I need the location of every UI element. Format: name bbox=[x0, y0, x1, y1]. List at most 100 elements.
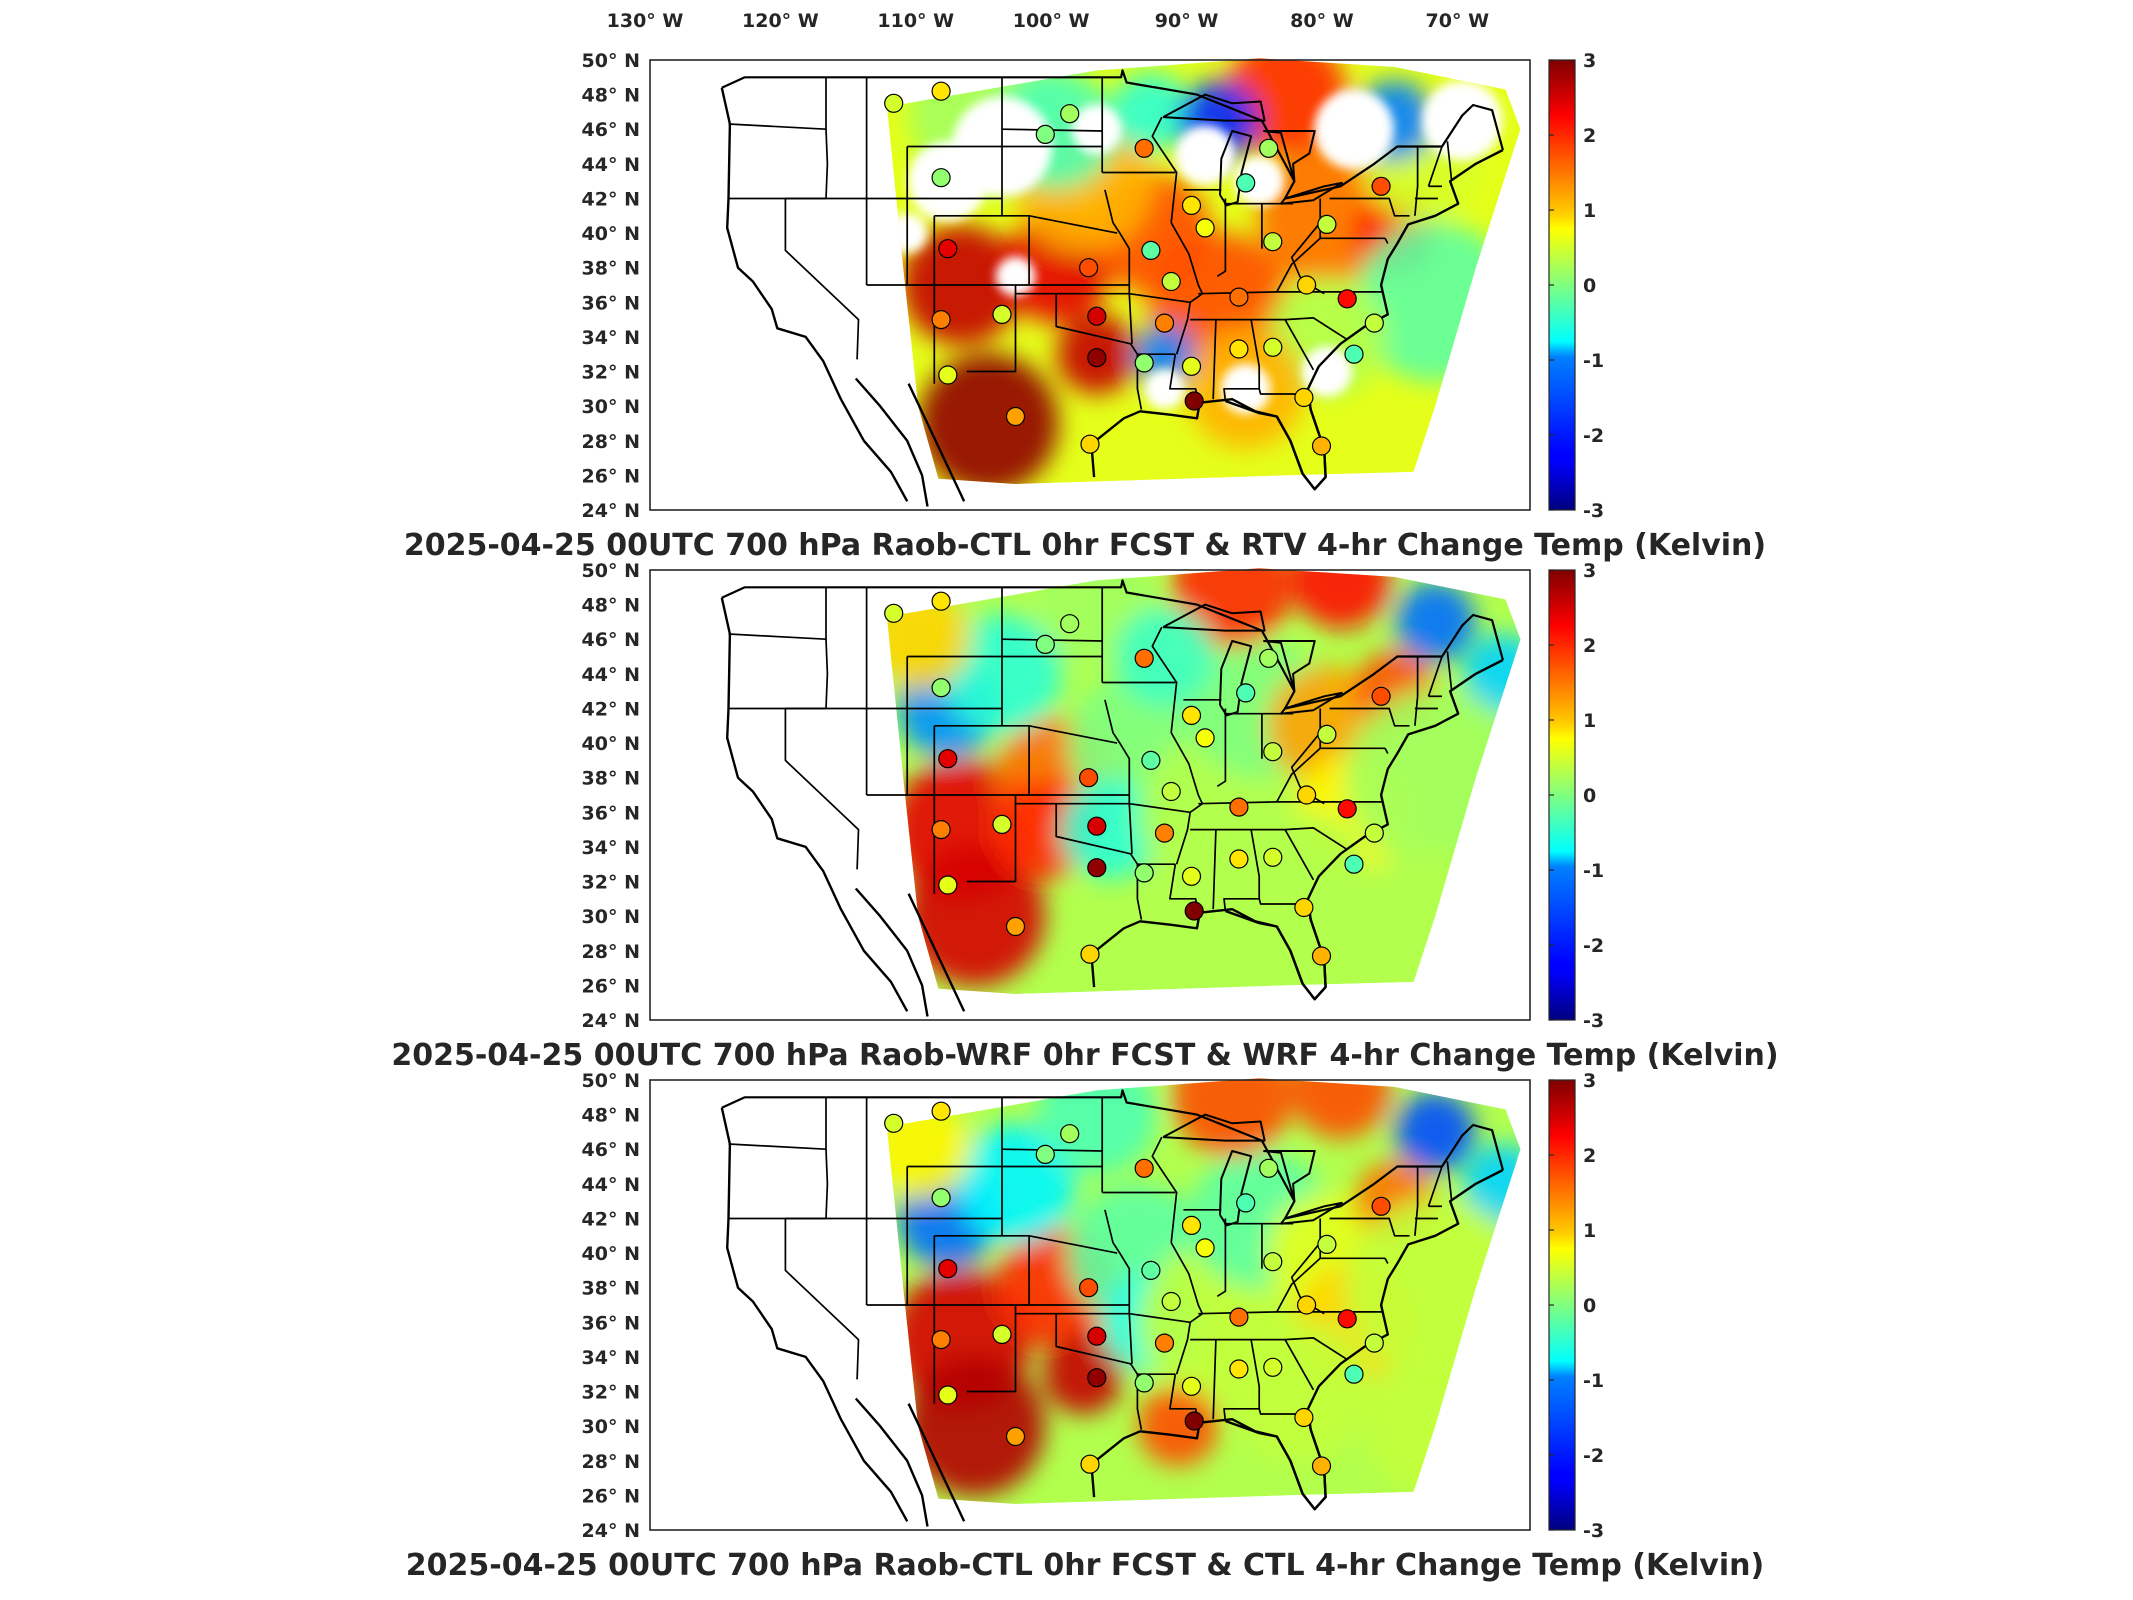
latitude-label: 44° N bbox=[582, 664, 640, 686]
field-patch bbox=[1229, 1321, 1370, 1462]
raob-station-marker bbox=[931, 168, 951, 188]
map-frame bbox=[649, 569, 1531, 1021]
latitude-label: 38° N bbox=[582, 258, 640, 280]
state-border bbox=[1329, 197, 1410, 217]
raob-station-marker bbox=[1035, 124, 1055, 144]
latitude-label: 46° N bbox=[582, 119, 640, 141]
raob-station-marker bbox=[1078, 1278, 1099, 1298]
state-border bbox=[728, 123, 827, 131]
colorbar-tick-label: 2 bbox=[1583, 125, 1596, 147]
raob-stations bbox=[884, 81, 1391, 456]
raob-station-marker bbox=[1229, 849, 1249, 869]
colorbar-tick-label: 3 bbox=[1583, 560, 1596, 582]
longitude-axis-labels: 130° W 120° W 110° W 100° W 90° W 80° W 70° W bbox=[607, 10, 1489, 32]
raob-station-marker bbox=[1236, 1193, 1256, 1213]
missing-data-gap bbox=[1175, 125, 1236, 186]
state-border bbox=[1427, 146, 1443, 187]
great-lake bbox=[1280, 181, 1343, 205]
longitude-label: 100° W bbox=[1013, 10, 1090, 32]
raob-station-marker bbox=[1184, 1411, 1204, 1431]
longitude-label: 120° W bbox=[742, 10, 819, 32]
raob-station-marker bbox=[1229, 339, 1249, 359]
colorbar-tick-label: -3 bbox=[1583, 1010, 1604, 1032]
state-border bbox=[1414, 656, 1419, 726]
colorbar-tick-label: -1 bbox=[1583, 860, 1604, 882]
longitude-label: 90° W bbox=[1155, 10, 1219, 32]
coastline bbox=[854, 887, 929, 1017]
latitude-label: 26° N bbox=[582, 465, 640, 487]
latitude-label: 30° N bbox=[582, 1416, 640, 1438]
raob-station-marker bbox=[1263, 232, 1283, 252]
latitude-axis-labels: 50° N 48° N 46° N 44° N 42° N 40° N 38° N 36° N… bbox=[582, 560, 640, 1032]
raob-station-marker bbox=[1060, 104, 1080, 124]
missing-data-gap bbox=[1234, 156, 1285, 207]
colorbar-tick-label: -3 bbox=[1583, 500, 1604, 522]
raob-station-marker bbox=[1311, 436, 1332, 456]
raob-station-marker bbox=[1035, 634, 1055, 655]
latitude-label: 44° N bbox=[582, 1174, 640, 1196]
latitude-label: 28° N bbox=[582, 941, 640, 963]
raob-station-marker bbox=[1364, 823, 1384, 843]
colorbar: 3 2 1 0 -1 -2 -3 bbox=[1548, 1070, 1604, 1542]
latitude-label: 24° N bbox=[582, 1520, 640, 1542]
raob-station-marker bbox=[1337, 799, 1357, 819]
raob-station-marker bbox=[1311, 946, 1332, 966]
raob-station-marker bbox=[1087, 1368, 1107, 1388]
latitude-label: 32° N bbox=[582, 1382, 640, 1404]
state-border bbox=[1284, 829, 1315, 881]
great-lake bbox=[1263, 130, 1316, 183]
raob-station-marker bbox=[992, 1324, 1012, 1345]
field-patch bbox=[1114, 606, 1215, 707]
raob-stations bbox=[884, 591, 1391, 966]
raob-station-marker bbox=[931, 310, 951, 330]
state-border bbox=[966, 285, 1017, 373]
raob-station-marker bbox=[1134, 138, 1154, 158]
raob-station-marker bbox=[1344, 344, 1364, 364]
colorbar-tick-label: 2 bbox=[1583, 635, 1596, 657]
coastline bbox=[854, 377, 929, 507]
raob-station-marker bbox=[1161, 781, 1181, 802]
state-border bbox=[1258, 1408, 1308, 1415]
coastline bbox=[720, 1107, 909, 1522]
latitude-label: 38° N bbox=[582, 768, 640, 790]
field-patch bbox=[1229, 811, 1370, 952]
field-patch bbox=[886, 1099, 971, 1200]
state-border bbox=[1258, 898, 1308, 905]
latitude-label: 32° N bbox=[582, 872, 640, 894]
state-border bbox=[1128, 1313, 1133, 1364]
coastline bbox=[1224, 393, 1327, 491]
raob-station-marker bbox=[1060, 614, 1080, 634]
great-lake bbox=[1162, 1113, 1266, 1142]
state-border bbox=[1384, 237, 1389, 244]
latitude-label: 48° N bbox=[582, 85, 640, 107]
raob-station-marker bbox=[1229, 287, 1249, 307]
raob-station-marker bbox=[1259, 1158, 1279, 1178]
missing-data-gap bbox=[1144, 368, 1185, 409]
raob-station-marker bbox=[1236, 683, 1256, 703]
state-border bbox=[1212, 319, 1217, 400]
raob-station-marker bbox=[1087, 858, 1107, 878]
raob-station-marker bbox=[931, 81, 951, 101]
raob-station-marker bbox=[884, 93, 904, 113]
field-patch bbox=[1462, 633, 1521, 714]
coastline bbox=[907, 383, 966, 502]
field-patch bbox=[1110, 71, 1191, 152]
raob-station-marker bbox=[884, 603, 904, 623]
raob-station-marker bbox=[1371, 1196, 1391, 1216]
raob-station-marker bbox=[1080, 944, 1100, 964]
raob-station-marker bbox=[938, 875, 958, 895]
latitude-label: 36° N bbox=[582, 802, 640, 824]
raob-station-marker bbox=[1080, 1454, 1100, 1474]
state-border bbox=[1427, 1166, 1443, 1207]
raob-station-marker bbox=[1364, 313, 1384, 333]
great-lake bbox=[1219, 640, 1253, 717]
field-patch bbox=[1395, 581, 1476, 662]
state-border bbox=[1216, 198, 1227, 278]
state-border bbox=[1128, 803, 1133, 854]
field-patch bbox=[886, 589, 971, 690]
state-border bbox=[1446, 1161, 1453, 1200]
raob-station-marker bbox=[1337, 1309, 1357, 1329]
latitude-label: 50° N bbox=[582, 560, 640, 582]
raob-station-marker bbox=[1134, 1158, 1154, 1178]
temperature-field bbox=[886, 58, 1521, 485]
